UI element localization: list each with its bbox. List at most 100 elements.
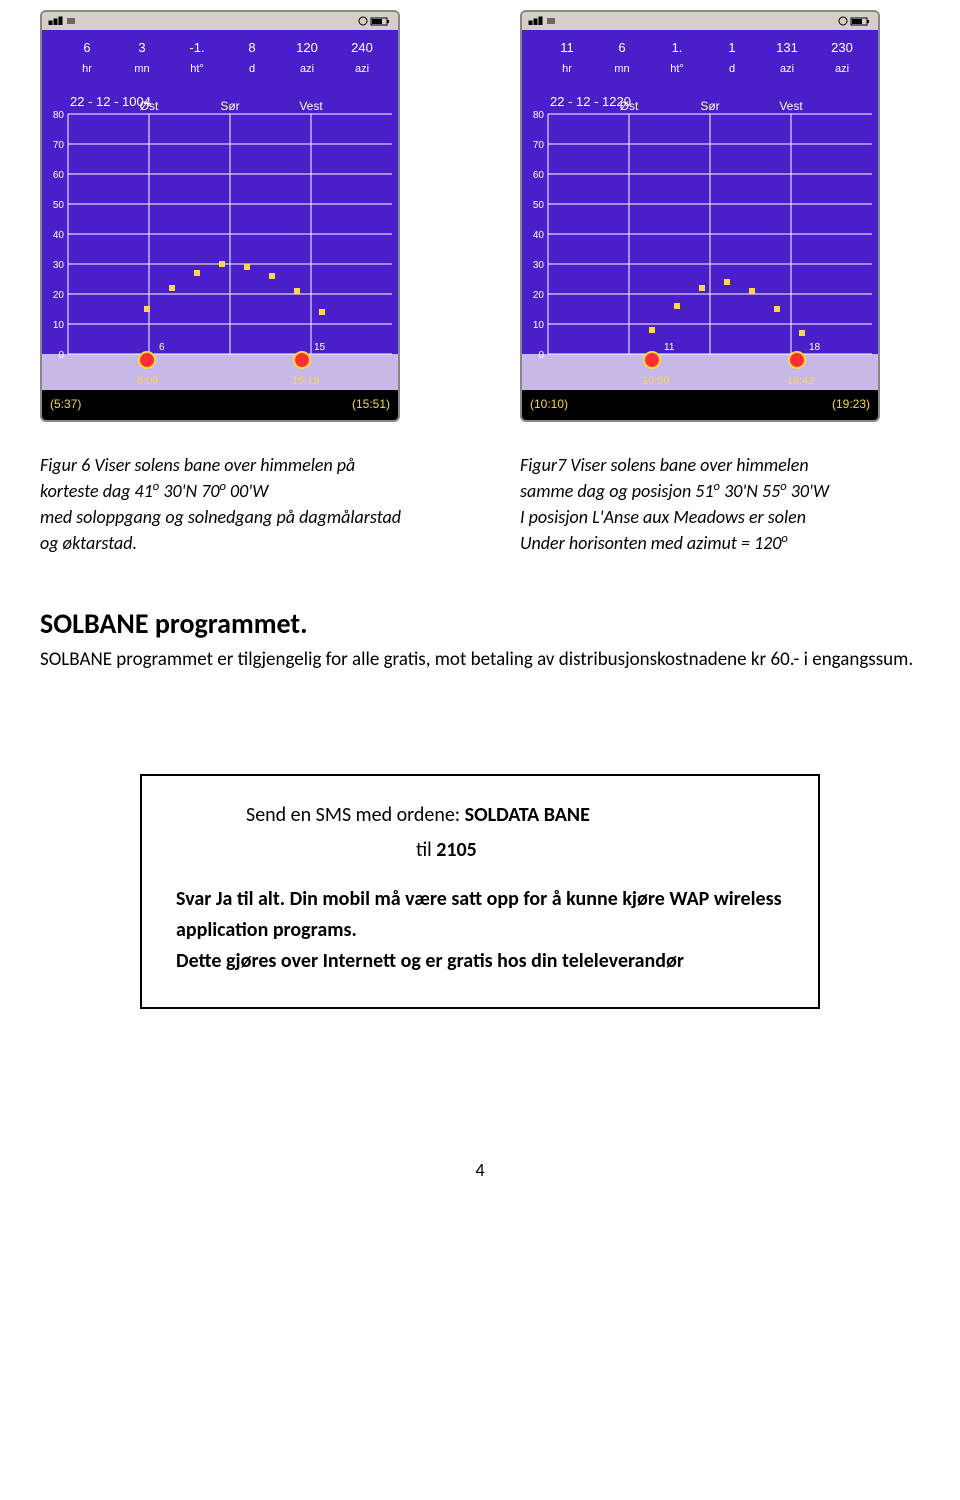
sms-line-1: Send en SMS med ordene: SOLDATA BANE — [246, 800, 784, 831]
svg-text:240: 240 — [351, 40, 373, 55]
sms-body: Svar Ja til alt. Din mobil må være satt … — [176, 884, 784, 977]
svg-text:(19:23): (19:23) — [832, 397, 870, 411]
svg-text:6: 6 — [618, 40, 625, 55]
svg-text:15:19: 15:19 — [292, 375, 320, 387]
sms-body-line: Dette gjøres over Internett og er gratis… — [176, 946, 784, 977]
svg-text:15: 15 — [314, 342, 326, 353]
svg-text:18: 18 — [809, 342, 821, 353]
svg-text:18:42: 18:42 — [787, 375, 815, 387]
section-title: SOLBANE programmet. — [40, 606, 920, 641]
svg-text:20: 20 — [533, 290, 545, 301]
svg-text:40: 40 — [533, 230, 545, 241]
svg-text:60: 60 — [53, 170, 65, 181]
svg-text:azi: azi — [300, 63, 314, 75]
svg-text:50: 50 — [53, 200, 65, 211]
caption-text: korteste dag 41 — [40, 480, 153, 502]
caption-right: Figur7 Viser solens bane over himmelen s… — [520, 452, 920, 556]
svg-text:Øst: Øst — [140, 99, 159, 113]
chart-right-wrap: 11 hr6 mn1. ht°1 d131 azi230 azi 22 - 12… — [520, 10, 920, 422]
svg-text:(15:51): (15:51) — [352, 397, 390, 411]
sms-instruction-box: Send en SMS med ordene: SOLDATA BANE til… — [140, 774, 820, 1009]
chart-canvas-left: 6 hr3 mn-1. ht°8 d120 azi240 azi 22 - 12… — [42, 30, 398, 420]
svg-text:Vest: Vest — [779, 99, 803, 113]
svg-text:10:50: 10:50 — [642, 375, 670, 387]
signal-icon — [47, 15, 77, 27]
sms-number: 2105 — [436, 838, 477, 862]
caption-line: med soloppgang og solnedgang på dagmålar… — [40, 504, 440, 530]
caption-line: Figur7 Viser solens bane over himmelen — [520, 452, 920, 478]
caption-text: samme dag og posisjon 51 — [520, 480, 714, 502]
svg-text:6: 6 — [159, 342, 165, 353]
svg-text:0: 0 — [58, 350, 64, 361]
svg-text:230: 230 — [831, 40, 853, 55]
svg-text:(5:37): (5:37) — [50, 397, 81, 411]
sms-body-line: Svar Ja til alt. Din mobil må være satt … — [176, 884, 784, 946]
svg-text:120: 120 — [296, 40, 318, 55]
chart-left-wrap: 6 hr3 mn-1. ht°8 d120 azi240 azi 22 - 12… — [40, 10, 440, 422]
svg-text:80: 80 — [533, 110, 545, 121]
svg-text:hr: hr — [562, 63, 572, 75]
svg-text:8: 8 — [248, 40, 255, 55]
caption-text: 30'N 55 — [720, 480, 780, 502]
status-bar-right — [522, 12, 878, 30]
svg-text:azi: azi — [355, 63, 369, 75]
sms-keyword: SOLDATA BANE — [465, 803, 590, 827]
svg-text:80: 80 — [53, 110, 65, 121]
svg-text:1: 1 — [728, 40, 735, 55]
sms-text: Send en SMS med ordene: — [246, 803, 465, 827]
caption-text: 30'W — [787, 480, 829, 502]
page-number: 4 — [40, 1159, 920, 1181]
caption-line: Under horisonten med azimut = 120o — [520, 530, 920, 556]
caption-line: I posisjon L'Anse aux Meadows er solen — [520, 504, 920, 530]
section-body: SOLBANE programmet er tilgjengelig for a… — [40, 647, 920, 674]
svg-text:mn: mn — [134, 63, 149, 75]
svg-text:azi: azi — [835, 63, 849, 75]
charts-row: 6 hr3 mn-1. ht°8 d120 azi240 azi 22 - 12… — [40, 10, 920, 422]
svg-text:30: 30 — [53, 260, 65, 271]
battery-icon — [837, 15, 873, 27]
svg-text:70: 70 — [53, 140, 65, 151]
battery-icon — [357, 15, 393, 27]
svg-text:Øst: Øst — [620, 99, 639, 113]
svg-text:6:09: 6:09 — [137, 375, 158, 387]
status-bar-left — [42, 12, 398, 30]
caption-left: Figur 6 Viser solens bane over himmelen … — [40, 452, 440, 556]
svg-text:hr: hr — [82, 63, 92, 75]
caption-line: samme dag og posisjon 51o 30'N 55o 30'W — [520, 478, 920, 504]
svg-text:30: 30 — [533, 260, 545, 271]
caption-text: Under horisonten med azimut = 120 — [520, 532, 781, 554]
svg-text:mn: mn — [614, 63, 629, 75]
svg-text:Vest: Vest — [299, 99, 323, 113]
caption-line: korteste dag 41o 30'N 70o 00'W — [40, 478, 440, 504]
signal-icon — [527, 15, 557, 27]
svg-text:d: d — [249, 63, 255, 75]
svg-text:60: 60 — [533, 170, 545, 181]
caption-line: og øktarstad. — [40, 530, 440, 556]
svg-text:131: 131 — [776, 40, 798, 55]
svg-text:azi: azi — [780, 63, 794, 75]
svg-text:1.: 1. — [672, 40, 683, 55]
svg-text:ht°: ht° — [190, 63, 204, 75]
phone-frame-right: 11 hr6 mn1. ht°1 d131 azi230 azi 22 - 12… — [520, 10, 880, 422]
svg-text:40: 40 — [53, 230, 65, 241]
sms-text: til — [416, 838, 436, 862]
svg-text:11: 11 — [664, 342, 675, 353]
svg-text:50: 50 — [533, 200, 545, 211]
svg-text:10: 10 — [533, 320, 545, 331]
svg-text:3: 3 — [138, 40, 145, 55]
svg-text:0: 0 — [538, 350, 544, 361]
caption-text: 30'N 70 — [159, 480, 219, 502]
svg-text:Sør: Sør — [700, 99, 719, 113]
sms-line-2: til 2105 — [416, 835, 784, 866]
svg-text:d: d — [729, 63, 735, 75]
svg-text:70: 70 — [533, 140, 545, 151]
phone-frame-left: 6 hr3 mn-1. ht°8 d120 azi240 azi 22 - 12… — [40, 10, 400, 422]
caption-text: 00'W — [226, 480, 268, 502]
svg-text:20: 20 — [53, 290, 65, 301]
chart-canvas-right: 11 hr6 mn1. ht°1 d131 azi230 azi 22 - 12… — [522, 30, 878, 420]
caption-line: Figur 6 Viser solens bane over himmelen … — [40, 452, 440, 478]
caption-row: Figur 6 Viser solens bane over himmelen … — [40, 452, 920, 556]
svg-text:11: 11 — [560, 40, 574, 55]
superscript: o — [781, 531, 787, 546]
svg-text:10: 10 — [53, 320, 65, 331]
